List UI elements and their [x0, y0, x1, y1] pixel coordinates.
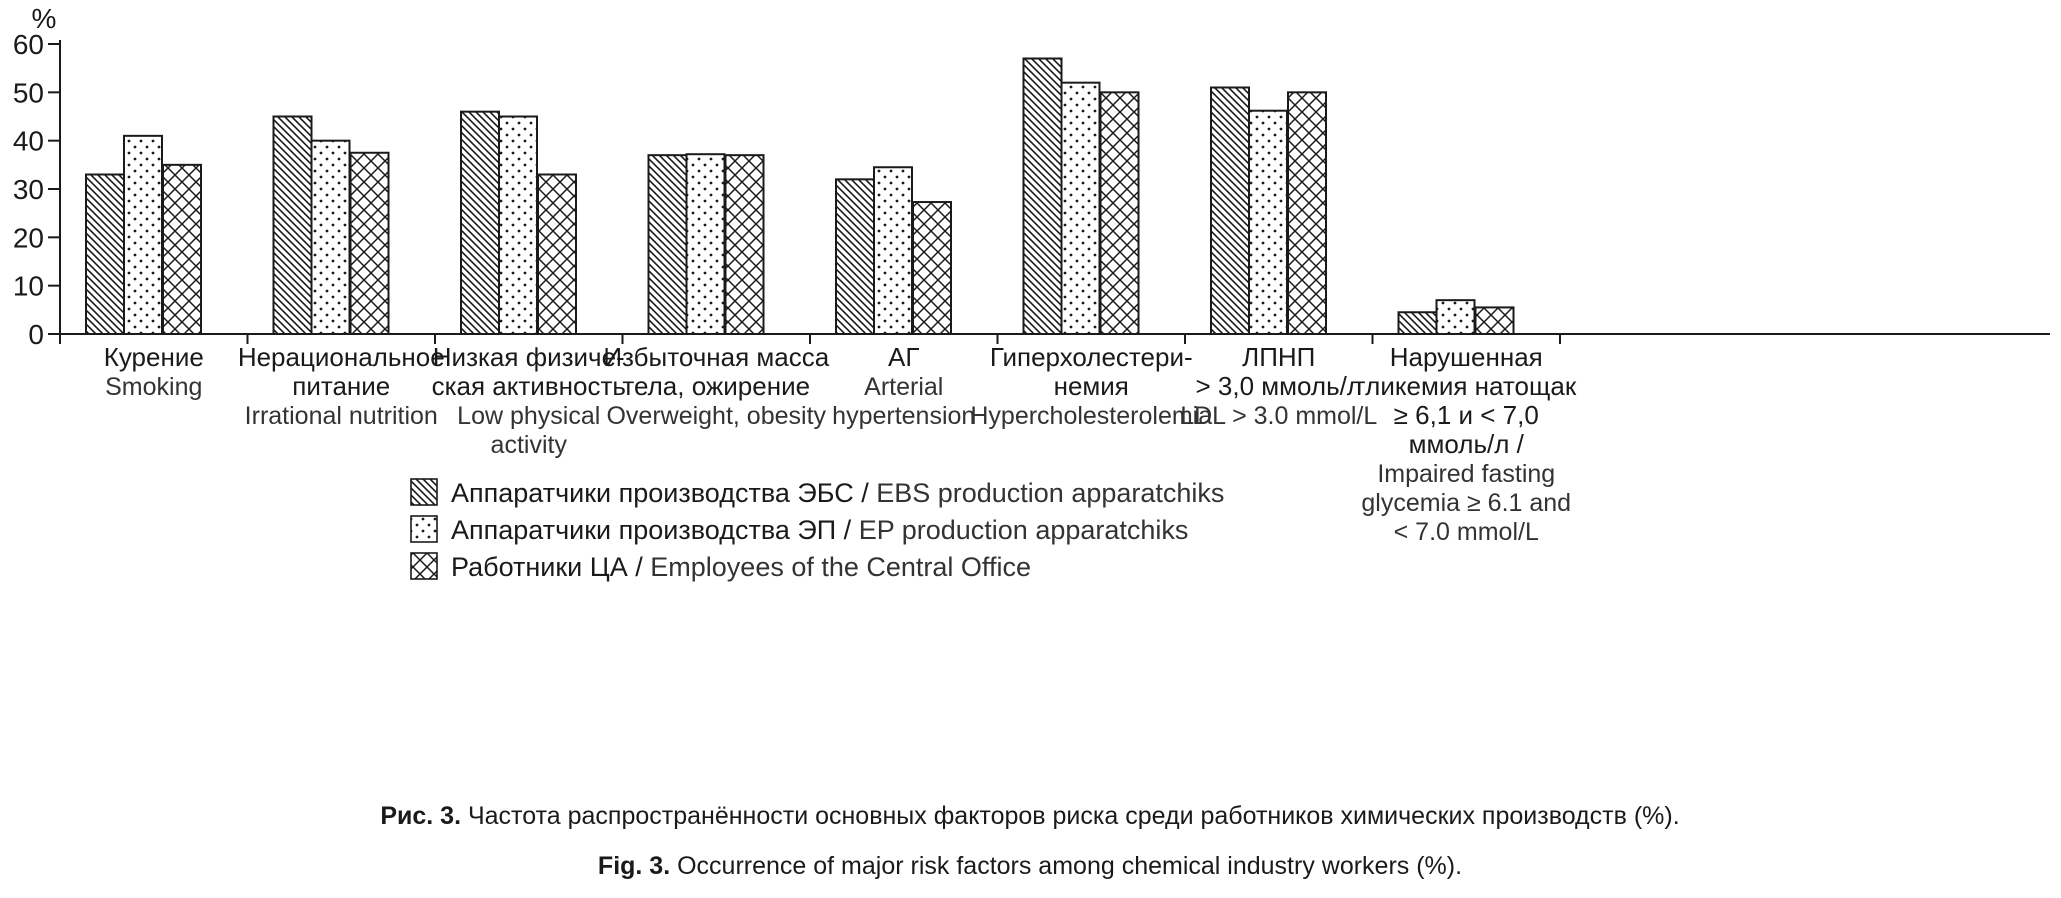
- legend-label: Аппаратчики производства ЭП / EP product…: [451, 515, 1188, 545]
- caption-ru-label: Рис. 3.: [380, 802, 461, 830]
- category-label-6: Гиперхолестери-немия Hypercholesterolemia: [970, 342, 1212, 430]
- legend-item-2: Аппаратчики производства ЭП / EP product…: [410, 515, 1188, 545]
- caption-ru: Рис. 3. Частота распространённости основ…: [380, 802, 1679, 830]
- bar-series-2-cat-2: [310, 139, 351, 335]
- y-tick-label: 20: [13, 222, 44, 253]
- bar-series-2-cat-8: [1435, 299, 1476, 335]
- bar-series-3-cat-2: [349, 151, 390, 335]
- bar-series-3-cat-5: [912, 201, 952, 335]
- y-axis: 0 10 20 30 40 50 60%: [13, 3, 61, 350]
- bar-series-3-cat-7: [1287, 91, 1327, 336]
- bar-series-2-cat-4: [685, 153, 726, 335]
- y-tick-label: 30: [13, 174, 44, 205]
- category-label-4: Избыточная масса тела, ожирение Overweight…: [603, 342, 829, 430]
- x-axis: [59, 333, 2050, 344]
- category-label-3: Низкая физиче-ская активность Low physica…: [432, 342, 626, 459]
- y-tick-label: 50: [13, 77, 44, 108]
- bar-series-1-cat-2: [272, 115, 313, 335]
- caption-ru-text: Частота распространённости основных факт…: [461, 802, 1680, 830]
- caption-en-label: Fig. 3.: [598, 852, 670, 880]
- legend-swatch: [410, 552, 438, 580]
- legend-label: Аппаратчики производства ЭБС / EBS produ…: [451, 478, 1224, 508]
- bar-series-2-cat-3: [498, 115, 538, 335]
- bar-series-2-cat-5: [873, 166, 913, 335]
- category-label-2: Нерациональное питание Irrational nutritio…: [238, 342, 445, 430]
- bar-series-2-cat-1: [123, 134, 163, 335]
- bar-series-2-cat-7: [1248, 109, 1288, 335]
- bar-series-1-cat-6: [1022, 57, 1063, 335]
- bar-series-1-cat-5: [835, 178, 875, 335]
- category-label-5: АГ Arterial hypertension: [832, 342, 975, 430]
- y-axis-label: %: [32, 3, 57, 34]
- caption-en: Fig. 3. Occurrence of major risk factors…: [598, 852, 1462, 880]
- y-tick-label: 10: [13, 271, 44, 302]
- bar-series-3-cat-1: [162, 163, 202, 335]
- legend: Аппаратчики производства ЭБС / EBS produ…: [410, 478, 1224, 582]
- legend-item-3: Работники ЦА / Employees of the Central …: [410, 552, 1031, 582]
- legend-swatch: [410, 478, 438, 506]
- category-label-1: Курение Smoking: [104, 342, 204, 401]
- y-tick-label: 60: [13, 29, 44, 60]
- legend-label: Работники ЦА / Employees of the Central …: [451, 552, 1031, 582]
- category-label-8: Нарушенная гликемия натощак ≥ 6,1 и < 7,0 м…: [1356, 342, 1577, 546]
- bar-series-1-cat-3: [460, 110, 500, 335]
- bars: [85, 57, 1515, 336]
- legend-swatch: [410, 515, 438, 543]
- legend-item-1: Аппаратчики производства ЭБС / EBS produ…: [410, 478, 1224, 508]
- category-label-7: ЛПНП > 3,0 ммоль/л LDL > 3.0 mmol/L: [1180, 342, 1377, 430]
- bar-series-1-cat-4: [647, 154, 688, 335]
- bar-series-1-cat-8: [1397, 311, 1438, 335]
- bar-series-3-cat-8: [1474, 306, 1515, 335]
- bar-series-3-cat-3: [537, 173, 577, 335]
- y-tick-label: 40: [13, 126, 44, 157]
- bar-series-1-cat-7: [1210, 86, 1250, 335]
- caption-en-text: Occurrence of major risk factors among c…: [670, 852, 1462, 880]
- bar-series-3-cat-4: [724, 154, 765, 335]
- y-tick-label: 0: [28, 319, 44, 350]
- bar-series-3-cat-6: [1099, 91, 1140, 336]
- figure-caption: Рис. 3. Частота распространённости основ…: [380, 802, 1679, 880]
- category-labels: Курение Smoking Нерациональное питание Irrat…: [104, 342, 1577, 546]
- bar-series-1-cat-1: [85, 173, 125, 335]
- bar-series-2-cat-6: [1060, 81, 1101, 335]
